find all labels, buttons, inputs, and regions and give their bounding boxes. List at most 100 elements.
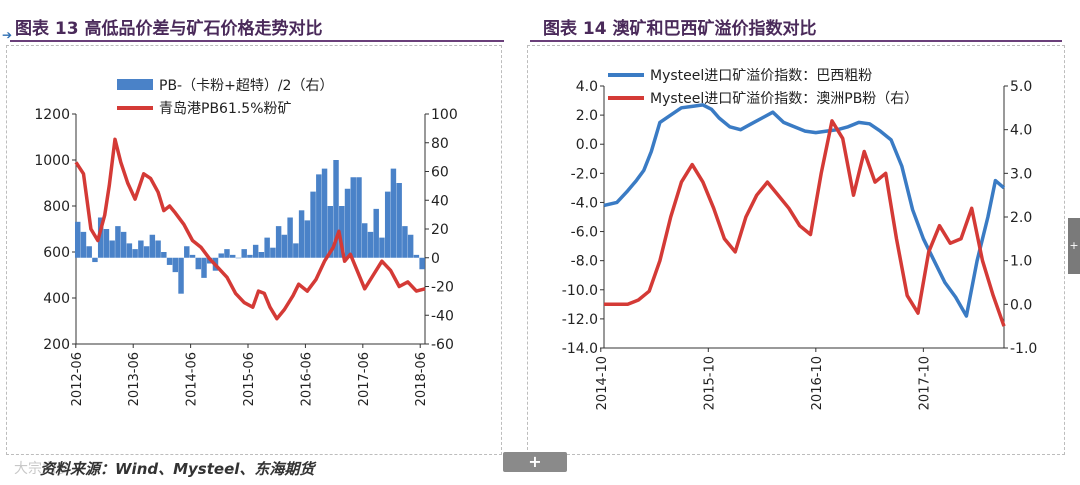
pb-spread-bar [109, 240, 115, 258]
pb-spread-bar [298, 210, 305, 258]
add-sheet-button[interactable]: + [503, 452, 567, 472]
pb-spread-bar [224, 249, 230, 258]
pb-spread-bar [384, 191, 391, 258]
pb-spread-bar [149, 234, 156, 258]
pb-spread-bar [201, 257, 207, 278]
pb-spread-bar [74, 221, 81, 258]
y-left-tick-label: 0.0 [576, 137, 598, 153]
x-tick-label: 2013-06 [127, 352, 142, 406]
pb-spread-bar [293, 243, 299, 258]
left-chart-title: 图表 13 高低品价差与矿石价格走势对比 [15, 19, 323, 39]
y-left-tick-label: -14.0 [562, 341, 598, 357]
expand-arrow-icon[interactable]: ➔ [2, 28, 13, 42]
y-right-tick-label: 3.0 [1010, 166, 1032, 182]
y-right-tick-label: 5.0 [1010, 79, 1032, 95]
pb-spread-bar [407, 234, 414, 258]
pb-spread-bar [195, 257, 201, 270]
left-title-rule [10, 40, 504, 42]
data-source-note: 资料来源：Wind、Mysteel、东海期货 [40, 460, 315, 478]
brazil-coarse-line [603, 103, 1006, 318]
y-right-tick-label: 40 [431, 193, 449, 209]
y-left-tick-label: 800 [43, 199, 70, 215]
y-right-tick-label: 2.0 [1010, 210, 1032, 226]
pb-spread-bar [390, 168, 397, 258]
y-right-tick-label: 0.0 [1010, 297, 1032, 313]
pb-spread-bar [356, 177, 362, 258]
pb-spread-bar [367, 231, 374, 258]
pb-spread-bar [92, 257, 98, 263]
watermark-logo: 大宗内参 [14, 461, 70, 477]
pb-spread-bar [270, 247, 276, 258]
y-right-tick-label: -1.0 [1010, 341, 1037, 357]
legend-label: 青岛港PB61.5%粉矿 [159, 101, 292, 117]
y-right-tick-label: -60 [431, 337, 454, 353]
side-panel-toggle[interactable]: + [1068, 218, 1080, 274]
pb-spread-bar [327, 206, 334, 258]
pb-spread-bar [103, 229, 110, 258]
pb-spread-bar [402, 226, 408, 258]
x-tick-label: 2012-06 [70, 352, 85, 406]
x-tick-label: 2017-10 [917, 356, 932, 410]
pb-spread-bar [396, 183, 402, 258]
pb-spread-bar [321, 168, 328, 258]
left-chart: 200 400 600 800 1000 1200 -60 -40 -20 0 20 40 60 80 10… [34, 78, 458, 406]
pb-spread-bar [235, 257, 242, 259]
y-left-tick-label: 200 [43, 337, 70, 353]
y-left-tick-label: 1000 [34, 153, 70, 169]
pb-spread-bar [275, 226, 282, 258]
x-tick-label: 2018-06 [414, 352, 429, 406]
right-chart-panel: -14.0 -12.0 -10.0 -8.0 -6.0 -4.0 -2.0 0.0 2.0 4.0… [527, 45, 1065, 455]
pb-spread-bar [333, 160, 339, 258]
y-right-tick-label: -40 [431, 308, 454, 324]
pb-spread-bar [166, 257, 173, 265]
pb-spread-bar [419, 257, 425, 270]
pb-spread-bar [86, 246, 92, 258]
pb-spread-bar [241, 249, 247, 258]
legend-swatch-bar [117, 79, 153, 90]
y-left-tick-label: 2.0 [576, 108, 598, 124]
y-right-tick-label: 80 [431, 136, 449, 152]
pb-spread-bar [304, 220, 311, 258]
aus-pb-line [604, 119, 1006, 327]
pb-spread-bar [339, 206, 345, 258]
pb-spread-bar [115, 226, 121, 258]
pb-spread-bar [252, 244, 259, 258]
pb-spread-bar [362, 223, 368, 258]
pb-spread-bar [189, 254, 196, 258]
x-tick-label: 2016-10 [810, 356, 825, 410]
y-right-tick-label: 100 [431, 107, 458, 123]
x-tick-label: 2016-06 [299, 352, 314, 406]
pb-spread-bar [229, 254, 236, 258]
legend-label: Mysteel进口矿溢价指数：巴西粗粉 [650, 68, 872, 84]
pb-spread-bar [218, 253, 224, 258]
pb-price-line [74, 137, 426, 321]
pb-spread-bar [316, 174, 322, 258]
pb-spread-bar [172, 257, 179, 273]
x-tick-label: 2015-06 [242, 352, 257, 406]
legend-label: PB-（卡粉+超特）/2（右） [159, 78, 333, 94]
y-left-tick-label: -12.0 [562, 312, 598, 328]
y-right-tick-label: 20 [431, 222, 449, 238]
left-chart-panel: 200 400 600 800 1000 1200 -60 -40 -20 0 20 40 60 80 10… [6, 45, 502, 455]
y-left-tick-label: 400 [43, 291, 70, 307]
x-tick-label: 2015-10 [702, 356, 717, 410]
y-right-tick-label: -20 [431, 280, 454, 296]
y-right-tick-label: 60 [431, 165, 449, 181]
pb-spread-bar [178, 257, 184, 294]
x-tick-label: 2017-06 [357, 352, 372, 406]
y-left-tick-label: -8.0 [571, 254, 598, 270]
right-chart-title: 图表 14 澳矿和巴西矿溢价指数对比 [543, 19, 817, 39]
y-right-tick-label: 0 [431, 251, 440, 267]
y-right-tick-label: 4.0 [1010, 123, 1032, 139]
y-left-tick-label: 1200 [34, 107, 70, 123]
x-tick-label: 2014-10 [595, 356, 610, 410]
pb-spread-bar [143, 246, 150, 258]
pb-spread-bar [350, 177, 356, 258]
right-chart: -14.0 -12.0 -10.0 -8.0 -6.0 -4.0 -2.0 0.0 2.0 4.0… [562, 68, 1038, 410]
y-left-tick-label: -4.0 [571, 195, 598, 211]
pb-spread-bar [258, 252, 265, 258]
pb-spread-bar [161, 252, 167, 258]
pb-spread-bar [132, 249, 138, 258]
pb-spread-bar [373, 208, 379, 258]
pb-spread-bar [287, 217, 293, 258]
